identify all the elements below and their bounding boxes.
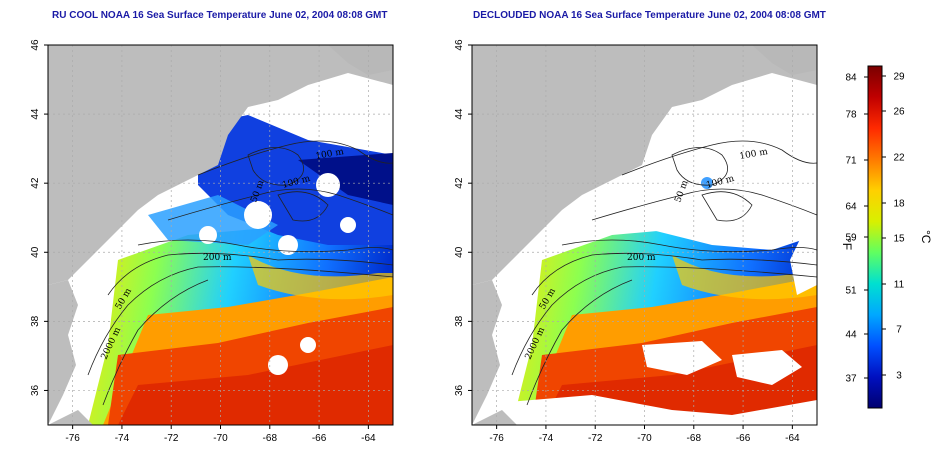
celsius-tick-label: 29 <box>893 72 905 83</box>
latitude-tick-label: 38 <box>30 315 41 327</box>
cloud-gap <box>300 337 316 353</box>
bathymetry-contour <box>526 279 633 406</box>
contour-label: 100 m <box>739 147 769 162</box>
sst-warm-filament <box>672 255 817 300</box>
latitude-tick-label: 36 <box>30 384 41 396</box>
masked-region-east <box>790 230 817 295</box>
bathymetry-contour <box>511 266 817 376</box>
longitude-tick-label: -66 <box>312 433 327 444</box>
land-mid-atlantic <box>48 280 78 425</box>
longitude-tick-label: -64 <box>785 433 800 444</box>
contour-label: 200 m <box>627 253 656 263</box>
land-cape-hatteras <box>472 410 517 425</box>
celsius-tick-label: 22 <box>893 153 905 164</box>
longitude-tick-label: -74 <box>539 433 554 444</box>
land-northeast-us <box>48 45 393 285</box>
bathymetry-contour <box>87 266 393 376</box>
cloud-edge-pixels <box>148 195 278 245</box>
latitude-tick-label: 42 <box>30 177 41 189</box>
temperature-colorbar: 84 78 71 64 59 51 44 37 29 26 22 18 15 11 7 3 °F °C <box>840 65 933 409</box>
bathymetry-contour <box>102 279 209 406</box>
latitude-tick-label: 38 <box>454 315 465 327</box>
longitude-tick-label: -70 <box>637 433 652 444</box>
longitude-tick-label: -72 <box>588 433 603 444</box>
colorbar-gradient <box>867 65 883 409</box>
fahrenheit-tick-label: 51 <box>845 286 857 297</box>
fahrenheit-unit-label: °F <box>840 238 854 250</box>
celsius-tick-label: 7 <box>896 325 902 336</box>
cloud-gap <box>340 217 356 233</box>
latitude-tick-label: 42 <box>454 177 465 189</box>
celsius-tick-label: 26 <box>893 107 905 118</box>
longitude-tick-label: -64 <box>361 433 376 444</box>
fahrenheit-tick-label: 37 <box>845 374 857 385</box>
fahrenheit-tick-label: 84 <box>845 73 857 84</box>
celsius-unit-label: °C <box>919 230 933 244</box>
fahrenheit-tick-label: 78 <box>845 110 857 121</box>
bathymetry-contour <box>197 140 393 176</box>
cloud-gap <box>268 355 288 375</box>
longitude-tick-label: -68 <box>263 433 278 444</box>
latitude-tick-label: 40 <box>30 246 41 258</box>
right-panel-title: DECLOUDED NOAA 16 Sea Surface Temperatur… <box>473 10 826 21</box>
bathymetry-contour <box>561 239 817 253</box>
latitude-tick-label: 46 <box>454 39 465 51</box>
land-northeast-us <box>472 45 817 285</box>
latitude-tick-label: 44 <box>454 108 465 120</box>
celsius-tick-label: 18 <box>893 199 905 210</box>
bathymetry-contour <box>137 239 393 253</box>
bathymetry-contour <box>671 147 729 186</box>
cloud-gap <box>316 173 340 197</box>
bathymetry-contour <box>621 140 817 176</box>
fahrenheit-tick-label: 44 <box>845 330 857 341</box>
bathymetry-contour <box>167 188 393 221</box>
longitude-tick-label: -76 <box>489 433 504 444</box>
left-panel-title: RU COOL NOAA 16 Sea Surface Temperature … <box>52 10 388 21</box>
latitude-tick-label: 44 <box>30 108 41 120</box>
land-mid-atlantic <box>472 280 502 425</box>
celsius-tick-label: 11 <box>894 280 905 291</box>
celsius-tick-label: 3 <box>896 371 902 382</box>
cloud-gap <box>278 235 298 255</box>
bathymetry-contour <box>247 147 305 186</box>
land-cape-hatteras <box>48 410 93 425</box>
bathymetry-contour <box>277 191 329 222</box>
land-nova-scotia <box>752 45 817 75</box>
sst-warm-filament <box>248 255 393 300</box>
fahrenheit-tick-label: 59 <box>845 233 857 244</box>
cloud-dark-pixels <box>298 153 393 205</box>
latitude-tick-label: 40 <box>454 246 465 258</box>
bathymetry-contour <box>107 252 393 296</box>
land-nova-scotia <box>328 45 393 75</box>
latitude-tick-label: 46 <box>30 39 41 51</box>
longitude-tick-label: -70 <box>213 433 228 444</box>
contour-label: 200 m <box>203 253 232 263</box>
longitude-tick-label: -72 <box>164 433 179 444</box>
masked-region <box>642 341 722 375</box>
contour-label: 100 m <box>315 147 345 162</box>
celsius-tick-label: 15 <box>893 234 905 245</box>
bathymetry-contour <box>591 188 817 221</box>
longitude-tick-label: -74 <box>115 433 130 444</box>
bathymetry-contour <box>701 191 753 222</box>
masked-region <box>732 350 802 385</box>
fahrenheit-tick-label: 64 <box>845 202 857 213</box>
bathymetry-contour <box>531 252 817 296</box>
fahrenheit-tick-label: 71 <box>845 156 857 167</box>
longitude-tick-label: -68 <box>687 433 702 444</box>
longitude-tick-label: -76 <box>65 433 80 444</box>
latitude-tick-label: 36 <box>454 384 465 396</box>
cloud-gap <box>244 201 272 229</box>
sst-gulf-stream-core <box>118 345 393 425</box>
longitude-tick-label: -66 <box>736 433 751 444</box>
cloud-gap <box>199 226 217 244</box>
